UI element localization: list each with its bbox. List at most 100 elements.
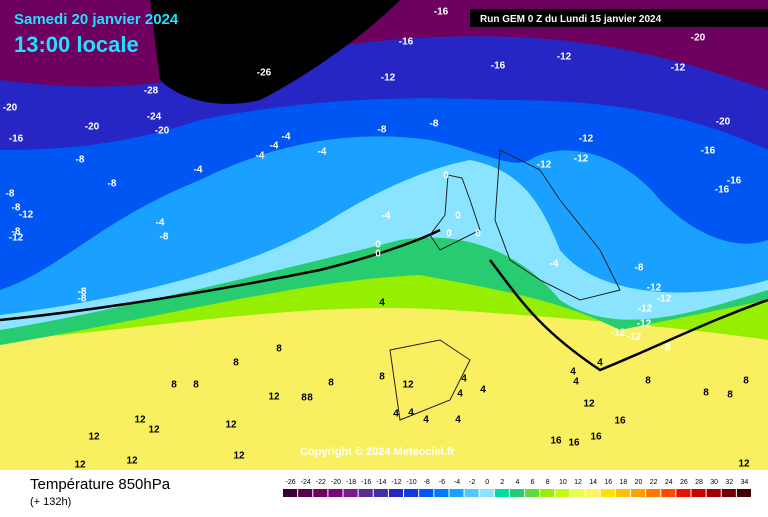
legend-label: 34 (741, 479, 749, 486)
legend-label: 32 (725, 479, 733, 486)
map-label: 8 (193, 380, 199, 391)
map-label: -12 (537, 160, 552, 171)
map-label: -16 (701, 146, 716, 157)
map-label: -8 (108, 179, 117, 190)
legend-swatch (328, 489, 343, 497)
legend-swatch (509, 489, 525, 497)
map-label: 8 (171, 380, 177, 391)
legend-label: -6 (439, 479, 445, 486)
map-label: 8 (645, 376, 651, 387)
map-label: -8 (78, 294, 87, 305)
map-label: -12 (611, 328, 626, 339)
legend-label: 14 (589, 479, 597, 486)
map-label: -20 (155, 126, 170, 137)
map-label: -16 (399, 37, 414, 48)
map-label: -16 (491, 61, 506, 72)
map-label: -4 (156, 218, 165, 229)
legend-swatch (388, 489, 404, 497)
map-label: 12 (88, 432, 100, 443)
map-label: 8 (703, 388, 709, 399)
legend-swatch (615, 489, 630, 497)
map-label: -12 (579, 134, 594, 145)
legend-label: -24 (301, 479, 311, 486)
legend-label: -18 (346, 479, 356, 486)
legend-label: 30 (710, 479, 718, 486)
legend-label: 22 (650, 479, 658, 486)
legend-swatch (358, 489, 373, 497)
legend-label: 2 (500, 479, 504, 486)
legend-label: 24 (665, 479, 673, 486)
map-label: -4 (382, 211, 391, 222)
legend-label: 16 (604, 479, 612, 486)
map-label: 4 (408, 408, 414, 419)
map-label: -12 (557, 52, 572, 63)
map-label: -16 (715, 185, 730, 196)
legend-label: 18 (620, 479, 628, 486)
legend-label: -8 (424, 479, 430, 486)
map-label: 4 (423, 415, 429, 426)
legend-label: 26 (680, 479, 688, 486)
map-label: -4 (256, 151, 265, 162)
map-label: 16 (614, 416, 626, 427)
legend-label: 0 (485, 479, 489, 486)
map-label: 8 (727, 390, 733, 401)
map-label: 0 (375, 249, 381, 260)
map-label: -16 (434, 7, 449, 18)
map-label: 8 (301, 393, 307, 404)
legend-label: 28 (695, 479, 703, 486)
map-label: 12 (134, 415, 146, 426)
legend-label: 20 (635, 479, 643, 486)
map-label: 12 (402, 380, 414, 391)
map-label: 4 (461, 374, 467, 385)
map-label: -20 (691, 33, 706, 44)
map-label: 4 (457, 389, 463, 400)
map-label: -28 (144, 86, 159, 97)
map-label: 12 (738, 459, 750, 470)
map-label: -16 (727, 176, 742, 187)
map-label: 4 (480, 385, 486, 396)
map-label: 4 (393, 409, 399, 420)
legend-swatch (449, 489, 464, 497)
legend-swatch (585, 489, 600, 497)
map-label: 16 (550, 436, 562, 447)
legend-swatch (676, 489, 691, 497)
legend-label: -16 (361, 479, 371, 486)
map-label: -12 (381, 73, 396, 84)
map-label: 12 (74, 460, 86, 471)
legend-swatch (736, 489, 751, 497)
map-label: 12 (148, 425, 160, 436)
legend-swatch (479, 489, 494, 497)
map-label: 12 (233, 451, 245, 462)
map-label: 16 (568, 438, 580, 449)
map-label: 8 (307, 393, 313, 404)
date: Samedi 20 janvier 2024 (14, 11, 179, 28)
map-label: -20 (3, 103, 18, 114)
legend-label: 12 (574, 479, 582, 486)
map-label: -12 (627, 332, 642, 343)
time: 13:00 locale (14, 32, 139, 57)
legend-swatch (464, 489, 479, 497)
map-label: -8 (430, 119, 439, 130)
map-label: 12 (268, 392, 280, 403)
map-label: -12 (647, 283, 662, 294)
map-label: 16 (590, 432, 602, 443)
map-label: -24 (147, 112, 162, 123)
legend-label: -26 (286, 479, 296, 486)
legend-swatch (494, 489, 509, 497)
footer-title: Température 850hPa (30, 476, 171, 493)
map-label: -20 (716, 117, 731, 128)
legend-swatch (721, 489, 736, 497)
map-label: 0 (375, 240, 381, 251)
footer-lead: (+ 132h) (30, 496, 71, 508)
legend-swatch (706, 489, 721, 497)
legend-swatch (555, 489, 570, 497)
legend: -26 -24 -22 -20 -18 -16 -14 -12 -10 -8 -6 -4 -2 0 2 4 6 8… (283, 479, 751, 497)
legend-swatch (540, 489, 555, 497)
legend-label: 8 (546, 479, 550, 486)
map-label: -4 (550, 259, 559, 270)
legend-swatch (283, 489, 298, 497)
map-label: 4 (573, 377, 579, 388)
map-label: 0 (446, 229, 452, 240)
legend-swatch (404, 489, 419, 497)
legend-swatch (313, 489, 328, 497)
